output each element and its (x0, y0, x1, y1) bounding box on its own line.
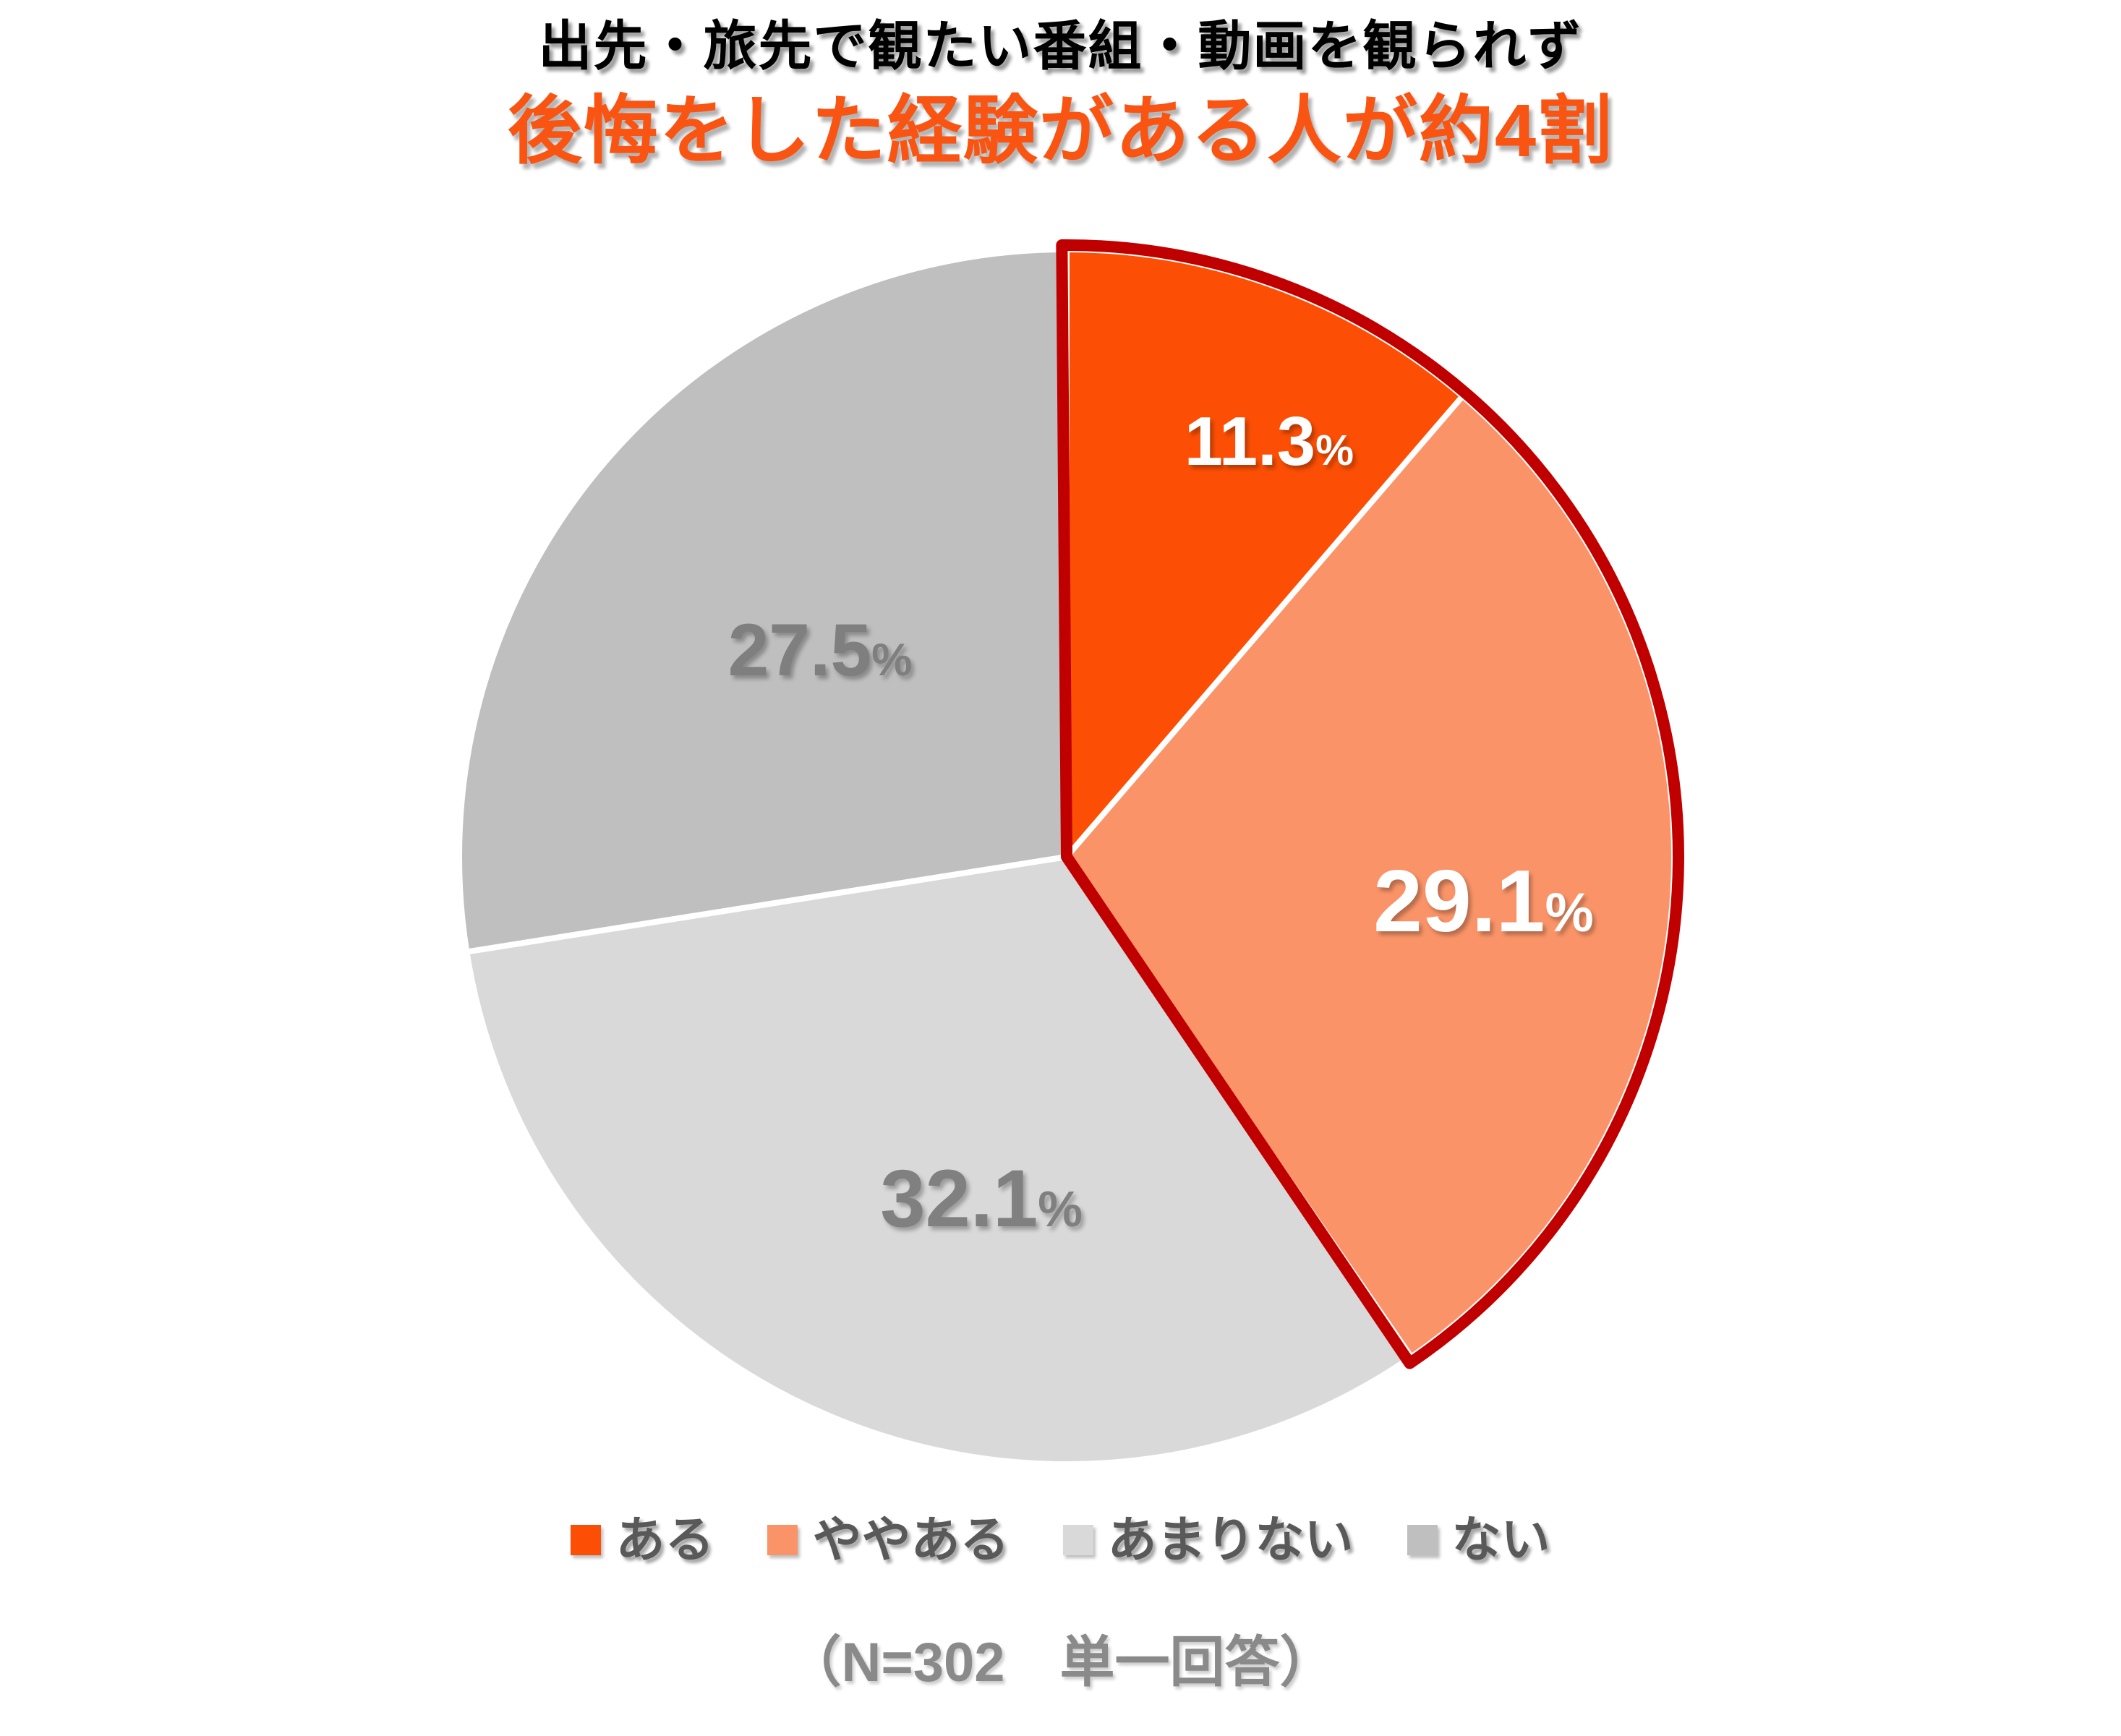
legend-swatch-amari-nai (1062, 1525, 1093, 1555)
legend-item-nai: ない (1407, 1515, 1550, 1565)
value-label-amari-nai: 32.1% (880, 1153, 1083, 1244)
value-label-nai: 27.5% (727, 608, 913, 691)
value-label-aru: 11.3% (1184, 403, 1354, 481)
legend-item-yaya-aru: ややある (767, 1513, 1010, 1568)
legend-label-yaya-aru: ややある (812, 1513, 1010, 1568)
legend-label-amari-nai: あまりない (1107, 1513, 1354, 1568)
page-title-emphasis: 後悔をした経験がある人が約4割 (507, 88, 1614, 172)
value-label-yaya-aru: 29.1% (1373, 851, 1594, 950)
emphasis-outline (1056, 239, 1684, 1369)
title-block: 出先・旅先で観たい番組・動画を観られず 後悔をした経験がある人が約4割 (0, 13, 2121, 177)
pie-slice-amari-nai (464, 854, 1414, 1467)
sample-size-note: （N=302 単一回答） (786, 1632, 1335, 1693)
chart-legend: ある ややある あまりない ない (0, 1515, 2121, 1565)
legend-label-aru: ある (615, 1513, 714, 1568)
page-title: 出先・旅先で観たい番組・動画を観られず (538, 16, 1583, 76)
legend-swatch-yaya-aru (767, 1525, 798, 1555)
legend-swatch-aru (571, 1525, 602, 1555)
legend-item-amari-nai: あまりない (1062, 1513, 1354, 1568)
pie-slice-nai (456, 247, 1070, 955)
legend-label-nai: ない (1451, 1513, 1550, 1568)
legend-item-aru: ある (571, 1515, 714, 1565)
legend-swatch-nai (1407, 1525, 1438, 1555)
